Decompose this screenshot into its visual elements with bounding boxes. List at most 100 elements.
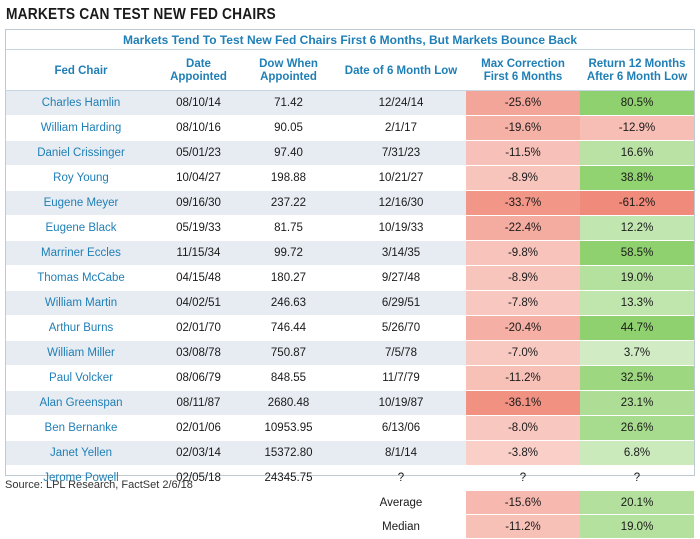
- cell-date-appointed: 08/10/16: [156, 115, 241, 141]
- cell-dow: 237.22: [241, 190, 336, 216]
- summary-max-correction: -15.6%: [466, 490, 580, 515]
- table-row: Arthur Burns 02/01/70 746.44 5/26/70 -20.4% 4…: [6, 315, 694, 341]
- cell-max-correction: -19.6%: [466, 115, 580, 141]
- cell-return: 38.8%: [580, 165, 694, 191]
- cell-return: -61.2%: [580, 190, 694, 216]
- table-row: Alan Greenspan 08/11/87 2680.48 10/19/87 -36…: [6, 390, 694, 416]
- table-row: William Harding 08/10/16 90.05 2/1/17 -19.6%…: [6, 115, 694, 141]
- cell-dow: 81.75: [241, 215, 336, 241]
- header-date-of-low: Date of 6 Month Low: [336, 52, 466, 91]
- cell-max-correction: ?: [466, 465, 580, 491]
- cell-date-of-low: 10/19/87: [336, 390, 466, 416]
- cell-fed-chair: Eugene Meyer: [6, 190, 156, 216]
- empty-cell: [6, 490, 156, 515]
- fed-chairs-table: Fed Chair Date Appointed Dow When Appoin…: [6, 52, 694, 539]
- cell-date-of-low: 10/19/33: [336, 215, 466, 241]
- cell-return: 12.2%: [580, 215, 694, 241]
- summary-label: Average: [336, 490, 466, 515]
- empty-cell: [241, 490, 336, 515]
- header-dow-when-appointed: Dow When Appointed: [241, 52, 336, 91]
- cell-dow: 750.87: [241, 340, 336, 366]
- cell-max-correction: -7.8%: [466, 290, 580, 316]
- table-row: Roy Young 10/04/27 198.88 10/21/27 -8.9% 38.8…: [6, 165, 694, 191]
- cell-date-appointed: 05/19/33: [156, 215, 241, 241]
- cell-max-correction: -9.8%: [466, 240, 580, 266]
- cell-return: 32.5%: [580, 365, 694, 391]
- cell-return: 26.6%: [580, 415, 694, 441]
- cell-date-appointed: 05/01/23: [156, 140, 241, 166]
- header-fed-chair: Fed Chair: [6, 52, 156, 91]
- table-row: Thomas McCabe 04/15/48 180.27 9/27/48 -8.9% 1…: [6, 265, 694, 291]
- cell-dow: 2680.48: [241, 390, 336, 416]
- cell-max-correction: -8.0%: [466, 415, 580, 441]
- cell-fed-chair: Janet Yellen: [6, 440, 156, 466]
- cell-max-correction: -36.1%: [466, 390, 580, 416]
- cell-return: 13.3%: [580, 290, 694, 316]
- table-subtitle: Markets Tend To Test New Fed Chairs Firs…: [6, 30, 694, 50]
- table-row: Charles Hamlin 08/10/14 71.42 12/24/14 -25.6…: [6, 90, 694, 116]
- cell-return: 23.1%: [580, 390, 694, 416]
- cell-fed-chair: Paul Volcker: [6, 365, 156, 391]
- table-frame: Markets Tend To Test New Fed Chairs Firs…: [5, 29, 695, 539]
- cell-fed-chair: Ben Bernanke: [6, 415, 156, 441]
- cell-date-of-low: 6/29/51: [336, 290, 466, 316]
- cell-dow: 180.27: [241, 265, 336, 291]
- cell-dow: 90.05: [241, 115, 336, 141]
- cell-max-correction: -20.4%: [466, 315, 580, 341]
- cell-date-appointed: 11/15/34: [156, 240, 241, 266]
- cell-date-appointed: 08/11/87: [156, 390, 241, 416]
- cell-date-of-low: 11/7/79: [336, 365, 466, 391]
- cell-fed-chair: William Martin: [6, 290, 156, 316]
- cell-date-of-low: 12/24/14: [336, 90, 466, 116]
- header-return-12-months: Return 12 Months After 6 Month Low: [580, 52, 694, 91]
- empty-cell: [156, 514, 241, 539]
- cell-max-correction: -11.5%: [466, 140, 580, 166]
- cell-dow: 24345.75: [241, 465, 336, 491]
- cell-dow: 15372.80: [241, 440, 336, 466]
- cell-fed-chair: William Harding: [6, 115, 156, 141]
- table-row: William Miller 03/08/78 750.87 7/5/78 -7.0% 3…: [6, 340, 694, 366]
- cell-date-of-low: ?: [336, 465, 466, 491]
- cell-date-of-low: 3/14/35: [336, 240, 466, 266]
- cell-date-of-low: 7/31/23: [336, 140, 466, 166]
- empty-cell: [6, 514, 156, 539]
- cell-return: 6.8%: [580, 440, 694, 466]
- table-body: Charles Hamlin 08/10/14 71.42 12/24/14 -25.6…: [6, 90, 694, 539]
- cell-max-correction: -3.8%: [466, 440, 580, 466]
- cell-date-appointed: 10/04/27: [156, 165, 241, 191]
- summary-return: 19.0%: [580, 514, 694, 539]
- page-title: MARKETS CAN TEST NEW FED CHAIRS: [6, 6, 276, 23]
- cell-date-appointed: 08/06/79: [156, 365, 241, 391]
- summary-max-correction: -11.2%: [466, 514, 580, 539]
- cell-date-appointed: 09/16/30: [156, 190, 241, 216]
- cell-return: -12.9%: [580, 115, 694, 141]
- cell-return: ?: [580, 465, 694, 491]
- header-max-correction: Max Correction First 6 Months: [466, 52, 580, 91]
- table-row: William Martin 04/02/51 246.63 6/29/51 -7.8%…: [6, 290, 694, 316]
- cell-return: 80.5%: [580, 90, 694, 116]
- cell-fed-chair: Arthur Burns: [6, 315, 156, 341]
- cell-fed-chair: Jerome Powell: [6, 465, 156, 491]
- cell-max-correction: -8.9%: [466, 265, 580, 291]
- cell-date-appointed: 02/03/14: [156, 440, 241, 466]
- table-row: Daniel Crissinger 05/01/23 97.40 7/31/23 -11…: [6, 140, 694, 166]
- cell-fed-chair: Alan Greenspan: [6, 390, 156, 416]
- table-row: Jerome Powell 02/05/18 24345.75???: [6, 465, 694, 491]
- cell-dow: 848.55: [241, 365, 336, 391]
- cell-dow: 71.42: [241, 90, 336, 116]
- cell-date-appointed: 04/15/48: [156, 265, 241, 291]
- table-row: Eugene Meyer 09/16/30 237.22 12/16/30 -33.7%…: [6, 190, 694, 216]
- cell-date-appointed: 02/01/70: [156, 315, 241, 341]
- cell-return: 3.7%: [580, 340, 694, 366]
- cell-fed-chair: Roy Young: [6, 165, 156, 191]
- cell-max-correction: -25.6%: [466, 90, 580, 116]
- header-date-appointed: Date Appointed: [156, 52, 241, 91]
- cell-max-correction: -7.0%: [466, 340, 580, 366]
- cell-date-of-low: 9/27/48: [336, 265, 466, 291]
- cell-date-of-low: 8/1/14: [336, 440, 466, 466]
- table-row: Paul Volcker 08/06/79 848.55 11/7/79 -11.2% 3…: [6, 365, 694, 391]
- cell-fed-chair: William Miller: [6, 340, 156, 366]
- empty-cell: [156, 490, 241, 515]
- summary-return: 20.1%: [580, 490, 694, 515]
- table-row: Janet Yellen 02/03/14 15372.80 8/1/14 -3.8% 6…: [6, 440, 694, 466]
